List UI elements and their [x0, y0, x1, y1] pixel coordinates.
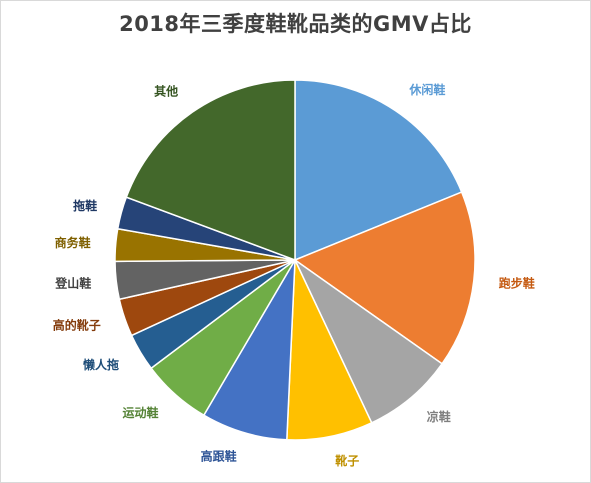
pie-label-3: 靴子	[335, 453, 359, 468]
pie-slice-0	[294, 79, 463, 262]
pie-label-4: 高跟鞋	[201, 449, 237, 464]
pie-label-5: 运动鞋	[122, 405, 158, 420]
pie-label-9: 商务鞋	[55, 235, 91, 250]
pie-label-0: 休闲鞋	[408, 82, 445, 97]
pie-label-7: 高的靴子	[53, 318, 101, 333]
pie-slice-11	[125, 79, 296, 262]
pie-label-6: 懒人拖	[83, 357, 119, 372]
pie-label-10: 拖鞋	[73, 198, 97, 213]
chart-title: 2018年三季度鞋靴品类的GMV占比	[119, 12, 472, 36]
pie-slice-1	[293, 191, 476, 365]
pie-label-2: 凉鞋	[427, 409, 451, 424]
pie-label-8: 登山鞋	[54, 275, 91, 290]
pie-label-11: 其他	[154, 84, 178, 99]
pie-slices	[114, 79, 476, 441]
pie-slice-2	[293, 257, 444, 424]
pie-label-1: 跑步鞋	[499, 275, 535, 290]
